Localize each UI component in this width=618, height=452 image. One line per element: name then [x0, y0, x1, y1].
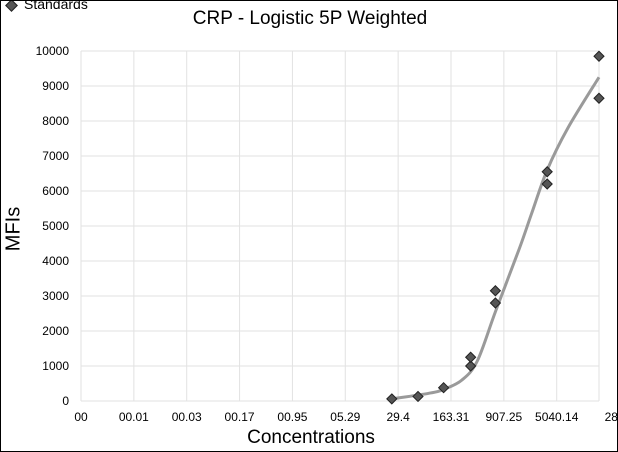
chart-title: CRP - Logistic 5P Weighted: [192, 8, 428, 29]
y-tick-label: 0: [62, 394, 69, 408]
x-tick-label: 00.17: [225, 410, 255, 424]
y-tick-label: 4000: [42, 254, 69, 268]
x-tick-label: 907.25: [486, 410, 523, 424]
data-points: [386, 50, 605, 405]
data-point: [593, 50, 605, 62]
x-tick-label: 00.95: [277, 410, 307, 424]
x-tick-label: 00: [74, 410, 88, 424]
data-point: [489, 297, 502, 309]
data-point: [437, 381, 450, 394]
y-tick-label: 1000: [42, 359, 69, 373]
data-point: [593, 92, 605, 104]
legend-label: Standards: [24, 0, 88, 12]
fit-curve-layer: [391, 76, 601, 401]
x-tick-label: 05.29: [330, 410, 360, 424]
x-tick-label: 5040.14: [535, 410, 579, 424]
y-tick-label: 6000: [42, 184, 69, 198]
data-point: [489, 285, 502, 297]
data-point: [541, 178, 553, 190]
y-tick-label: 9000: [42, 79, 69, 93]
y-tick-label: 8000: [42, 114, 69, 128]
x-tick-label: 00.03: [172, 410, 202, 424]
y-tick-label: 5000: [42, 219, 69, 233]
y-tick-label: 7000: [42, 149, 69, 163]
y-tick-label: 2000: [42, 324, 69, 338]
data-point: [541, 166, 553, 178]
legend: Standards: [5, 0, 88, 12]
fit-curve: [391, 76, 601, 401]
y-tick-label: 10000: [36, 44, 70, 58]
x-axis-label: Concentrations: [247, 427, 375, 448]
y-tick-label: 3000: [42, 289, 69, 303]
data-point: [464, 351, 477, 363]
x-tick-label: 163.31: [433, 410, 470, 424]
data-point: [464, 360, 477, 372]
axis-ticks: 0 1000 2000 3000 4000 5000 6000 7000 8000 9000 100…: [36, 44, 618, 424]
x-tick-label: 280: [605, 410, 618, 424]
data-point: [386, 393, 398, 405]
grid-lines: [80, 50, 600, 402]
x-tick-label: 00.01: [119, 410, 149, 424]
x-tick-label: 29.4: [386, 410, 410, 424]
data-point: [412, 390, 424, 403]
